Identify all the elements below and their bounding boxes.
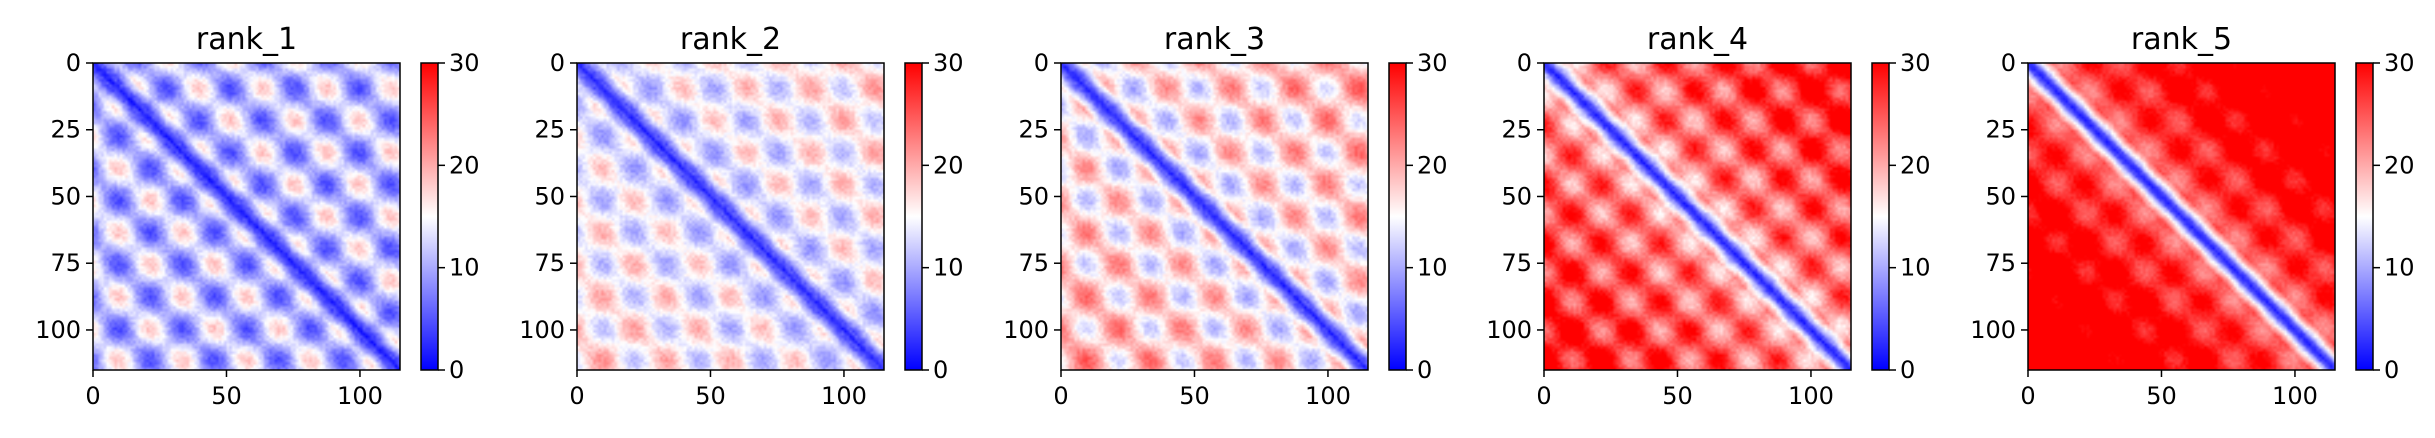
y-tick-label: 75 (50, 249, 81, 277)
colorbar-frame (1871, 62, 1890, 371)
x-tick-label: 100 (1788, 382, 1834, 410)
colorbar-frame (1388, 62, 1407, 371)
panel-rank_5: rank_5 0 50 100 0 25 50 75 100 0 10 20 30 (1970, 22, 2414, 410)
colorbar-tick-label: 0 (2384, 356, 2399, 384)
colorbar-tick-label: 20 (1900, 151, 1931, 179)
x-tick-label: 50 (2146, 382, 2177, 410)
y-tick-label: 0 (550, 49, 565, 77)
plot-frame (576, 62, 885, 371)
colorbar-tick-label: 30 (1900, 49, 1931, 77)
colorbar-tick-label: 10 (933, 254, 964, 282)
panel-title: rank_5 (2131, 22, 2232, 57)
heatmap-image (2028, 63, 2335, 370)
heatmap-image (93, 63, 400, 370)
panel-rank_3: rank_3 0 50 100 0 25 50 75 100 0 10 20 30 (1003, 22, 1447, 410)
x-tick-label: 0 (1536, 382, 1551, 410)
y-tick-label: 25 (1501, 116, 1532, 144)
x-tick-label: 0 (1053, 382, 1068, 410)
colorbar-tick-label: 0 (449, 356, 464, 384)
x-tick-label: 50 (1179, 382, 1210, 410)
panel-title: rank_1 (196, 22, 297, 57)
colorbar-tick-label: 0 (1900, 356, 1915, 384)
colorbar-frame (2355, 62, 2374, 371)
y-tick-label: 100 (519, 316, 565, 344)
colorbar-tick-label: 10 (449, 254, 480, 282)
y-tick-label: 50 (1018, 182, 1049, 210)
x-tick-label: 50 (211, 382, 242, 410)
colorbar (905, 63, 922, 370)
x-tick-label: 0 (85, 382, 100, 410)
colorbar-tick-label: 30 (1417, 49, 1448, 77)
y-tick-label: 25 (1018, 116, 1049, 144)
y-tick-label: 100 (35, 316, 81, 344)
panel-rank_4: rank_4 0 50 100 0 25 50 75 100 0 10 20 30 (1486, 22, 1930, 410)
colorbar-tick-label: 0 (1417, 356, 1432, 384)
colorbar-tick-label: 0 (933, 356, 948, 384)
plot-frame (92, 62, 401, 371)
heatmap-image (1544, 63, 1851, 370)
colorbar-tick-label: 10 (2384, 254, 2415, 282)
colorbar-tick-label: 20 (1417, 151, 1448, 179)
panel-title: rank_2 (680, 22, 781, 57)
x-tick-label: 100 (337, 382, 383, 410)
x-tick-label: 0 (569, 382, 584, 410)
panel-title: rank_3 (1164, 22, 1265, 57)
panel-title: rank_4 (1647, 22, 1748, 57)
x-tick-label: 100 (821, 382, 867, 410)
x-tick-label: 0 (2020, 382, 2035, 410)
colorbar (2356, 63, 2373, 370)
colorbar-tick-label: 20 (449, 151, 480, 179)
y-tick-label: 75 (1018, 249, 1049, 277)
x-tick-label: 50 (695, 382, 726, 410)
y-tick-label: 50 (1501, 182, 1532, 210)
y-tick-label: 0 (1517, 49, 1532, 77)
y-tick-label: 100 (1486, 316, 1532, 344)
plot-frame (1060, 62, 1369, 371)
y-tick-label: 50 (50, 182, 81, 210)
y-tick-label: 0 (66, 49, 81, 77)
colorbar-tick-label: 30 (933, 49, 964, 77)
y-tick-label: 25 (50, 116, 81, 144)
colorbar-tick-label: 20 (2384, 151, 2415, 179)
y-tick-label: 50 (1985, 182, 2016, 210)
y-tick-label: 25 (1985, 116, 2016, 144)
y-tick-label: 100 (1003, 316, 1049, 344)
colorbar-tick-label: 10 (1900, 254, 1931, 282)
y-tick-label: 25 (534, 116, 565, 144)
colorbar-frame (420, 62, 439, 371)
x-tick-label: 50 (1662, 382, 1693, 410)
y-tick-label: 75 (1985, 249, 2016, 277)
y-tick-label: 0 (1034, 49, 1049, 77)
colorbar (1389, 63, 1406, 370)
y-tick-label: 100 (1970, 316, 2016, 344)
colorbar-tick-label: 20 (933, 151, 964, 179)
y-tick-label: 75 (1501, 249, 1532, 277)
plot-frame (1543, 62, 1852, 371)
heatmap-image (1061, 63, 1368, 370)
colorbar-frame (904, 62, 923, 371)
y-tick-label: 50 (534, 182, 565, 210)
colorbar-tick-label: 30 (2384, 49, 2415, 77)
x-tick-label: 100 (2272, 382, 2318, 410)
colorbar (1872, 63, 1889, 370)
y-tick-label: 75 (534, 249, 565, 277)
panel-rank_2: rank_2 0 50 100 0 25 50 75 100 0 10 20 30 (519, 22, 963, 410)
y-tick-label: 0 (2001, 49, 2016, 77)
x-tick-label: 100 (1305, 382, 1351, 410)
colorbar-tick-label: 10 (1417, 254, 1448, 282)
panel-rank_1: rank_1 0 50 100 0 25 50 75 100 0 10 20 30 (35, 22, 479, 410)
heatmap-image (577, 63, 884, 370)
colorbar (421, 63, 438, 370)
colorbar-tick-label: 30 (449, 49, 480, 77)
plot-frame (2027, 62, 2336, 371)
